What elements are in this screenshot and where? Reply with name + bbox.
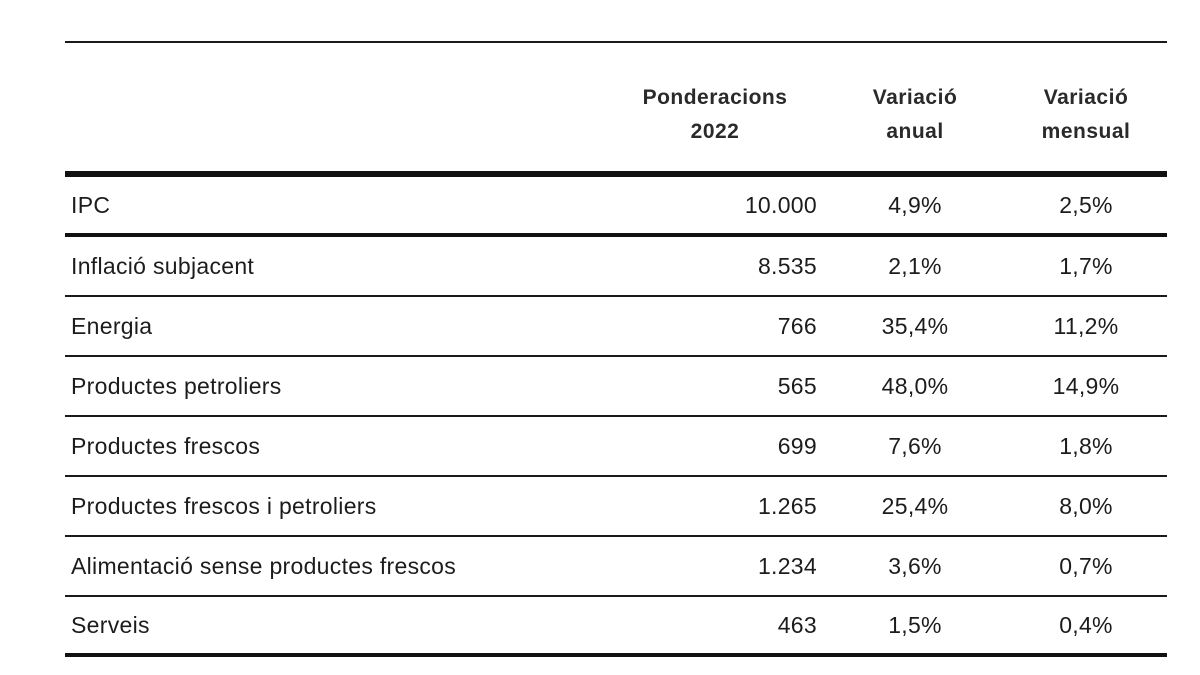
row-monthly-change: 0,4% [1059, 611, 1113, 638]
row-monthly-change: 8,0% [1059, 492, 1113, 519]
row-annual-change: 7,6% [888, 432, 942, 459]
header-annual-change: Variació anual [840, 81, 990, 149]
row-weight: 463 [777, 611, 817, 638]
row-monthly-change: 1,8% [1059, 432, 1113, 459]
table-row: Productes frescos i petroliers 1.265 25,… [65, 477, 1167, 537]
row-weight: 565 [777, 372, 817, 399]
row-monthly-change: 2,5% [1059, 191, 1113, 218]
row-label: IPC [71, 191, 111, 218]
table-row: Alimentació sense productes frescos 1.23… [65, 537, 1167, 597]
table-header: Ponderacions 2022 Variació anual Variaci… [65, 43, 1167, 177]
row-annual-change: 25,4% [881, 492, 949, 519]
row-monthly-change: 14,9% [1052, 372, 1120, 399]
row-label: Productes frescos i petroliers [71, 492, 377, 519]
table-row: Inflació subjacent 8.535 2,1% 1,7% [65, 237, 1167, 297]
table-row: Serveis 463 1,5% 0,4% [65, 597, 1167, 657]
row-label: Alimentació sense productes frescos [71, 552, 457, 579]
row-annual-change: 3,6% [888, 552, 942, 579]
row-weight: 766 [777, 312, 817, 339]
header-annual-line1: Variació [872, 86, 958, 109]
table-row: Productes frescos 699 7,6% 1,8% [65, 417, 1167, 477]
row-annual-change: 1,5% [888, 611, 942, 638]
row-weight: 10.000 [744, 191, 817, 218]
row-monthly-change: 0,7% [1059, 552, 1113, 579]
header-monthly-line1: Variació [1043, 86, 1129, 109]
row-monthly-change: 1,7% [1059, 252, 1113, 279]
row-weight: 1.265 [757, 492, 817, 519]
header-monthly-line2: mensual [1041, 120, 1131, 143]
row-annual-change: 48,0% [881, 372, 949, 399]
table-row: Energia 766 35,4% 11,2% [65, 297, 1167, 357]
row-label: Productes frescos [71, 432, 261, 459]
table-row: Productes petroliers 565 48,0% 14,9% [65, 357, 1167, 417]
row-annual-change: 35,4% [881, 312, 949, 339]
header-annual-line2: anual [886, 120, 944, 143]
row-weight: 699 [777, 432, 817, 459]
row-label: Productes petroliers [71, 372, 282, 399]
header-weights-line2: 2022 [690, 120, 740, 143]
row-label: Inflació subjacent [71, 252, 255, 279]
row-monthly-change: 11,2% [1053, 312, 1119, 339]
row-annual-change: 4,9% [888, 191, 942, 218]
row-annual-change: 2,1% [888, 252, 942, 279]
table-row: IPC 10.000 4,9% 2,5% [65, 177, 1167, 237]
header-monthly-change: Variació mensual [1005, 81, 1167, 149]
top-rule [65, 41, 1167, 43]
row-weight: 1.234 [757, 552, 817, 579]
row-label: Serveis [71, 611, 150, 638]
row-label: Energia [71, 312, 153, 339]
header-weights-line1: Ponderacions [642, 86, 788, 109]
cpi-table: Ponderacions 2022 Variació anual Variaci… [65, 41, 1167, 657]
row-weight: 8.535 [757, 252, 817, 279]
header-weights: Ponderacions 2022 [605, 81, 825, 149]
